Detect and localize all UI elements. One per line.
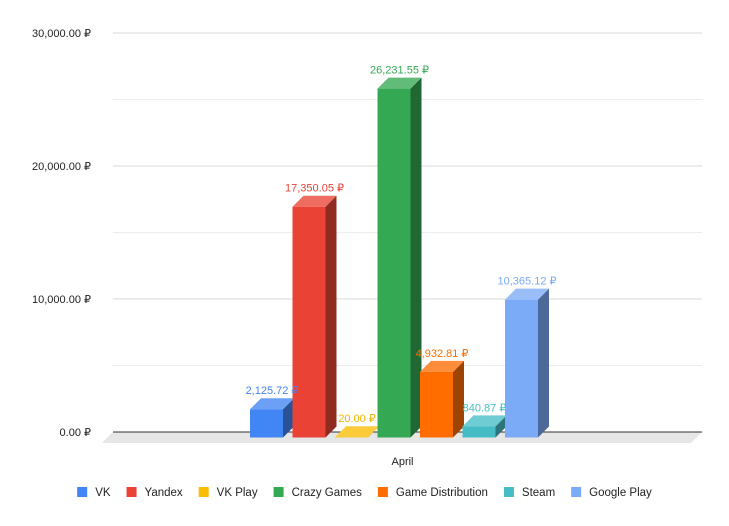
bar-side xyxy=(368,426,379,438)
bar-top xyxy=(250,398,294,410)
legend-swatch xyxy=(198,487,209,497)
bar-yandex xyxy=(292,195,337,438)
bar-top xyxy=(420,360,464,372)
legend-item: Google Play xyxy=(571,487,652,499)
data-label: 2,125.72 ₽ xyxy=(246,385,299,397)
data-labels: 2,125.72 ₽ 17,350.05 ₽ 20.00 ₽ 26,231.55 ₽ 4… xyxy=(246,65,557,426)
legend-label: Yandex xyxy=(145,487,183,499)
bar-top xyxy=(505,288,549,300)
bar-front xyxy=(377,88,411,438)
legend-item: Yandex xyxy=(126,487,183,499)
data-label: 17,350.05 ₽ xyxy=(285,183,344,195)
bar-google-play xyxy=(505,288,549,438)
bar-side xyxy=(538,288,549,438)
bar-side xyxy=(410,77,422,438)
bar-top xyxy=(335,426,379,438)
bar-front xyxy=(505,299,538,438)
legend-item: Steam xyxy=(503,487,555,499)
legend-swatch xyxy=(273,487,284,497)
legend-item: VK xyxy=(77,487,111,499)
y-tick-label: 0.00 ₽ xyxy=(60,427,91,439)
data-label: 4,932.81 ₽ xyxy=(416,348,469,360)
bar-vk-play xyxy=(335,426,379,438)
bar-top xyxy=(292,195,337,207)
legend-label: VK Play xyxy=(217,487,258,499)
legend-item: Game Distribution xyxy=(377,487,488,499)
legend-item: VK Play xyxy=(198,487,258,499)
bar-front xyxy=(292,206,326,438)
data-label: 10,365.12 ₽ xyxy=(498,276,557,288)
bar-vk xyxy=(250,398,294,438)
legend-swatch xyxy=(126,487,137,497)
legend-swatch xyxy=(571,487,582,497)
legend-item: Crazy Games xyxy=(273,487,363,499)
x-category-label: April xyxy=(391,456,413,468)
y-tick-label: 10,000.00 ₽ xyxy=(32,294,91,306)
bar-steam xyxy=(462,415,507,438)
bar-side xyxy=(495,415,507,438)
bar-game-distribution xyxy=(420,360,464,438)
bar-side xyxy=(325,195,337,438)
bar-front xyxy=(250,409,283,438)
bar-front xyxy=(420,371,453,438)
bar-crazy-games xyxy=(377,77,422,438)
bars xyxy=(250,77,549,438)
data-label: 20.00 ₽ xyxy=(338,413,376,425)
y-tick-label: 20,000.00 ₽ xyxy=(32,161,91,173)
bar-side xyxy=(453,360,464,438)
y-tick-label: 30,000.00 ₽ xyxy=(32,28,91,40)
legend-label: VK xyxy=(95,487,111,499)
legend-swatch xyxy=(377,487,388,497)
data-label: 26,231.55 ₽ xyxy=(370,65,429,77)
data-label: 840.87 ₽ xyxy=(463,402,507,414)
legend-swatch xyxy=(503,487,514,497)
y-axis-ticks: 0.00 ₽ 10,000.00 ₽ 20,000.00 ₽ 30,000.00 ₽ xyxy=(32,28,91,439)
x-axis-categories: April xyxy=(391,456,413,468)
bar-front xyxy=(462,426,496,438)
legend: VK Yandex VK Play Crazy Games Game Distribut… xyxy=(77,487,652,499)
legend-label: Google Play xyxy=(589,487,652,499)
legend-swatch xyxy=(77,487,88,497)
bar-top xyxy=(377,77,422,89)
legend-label: Game Distribution xyxy=(396,487,488,499)
bar-side xyxy=(283,398,294,438)
legend-label: Steam xyxy=(522,487,555,499)
legend-label: Crazy Games xyxy=(292,487,363,499)
bar-top xyxy=(462,415,507,427)
